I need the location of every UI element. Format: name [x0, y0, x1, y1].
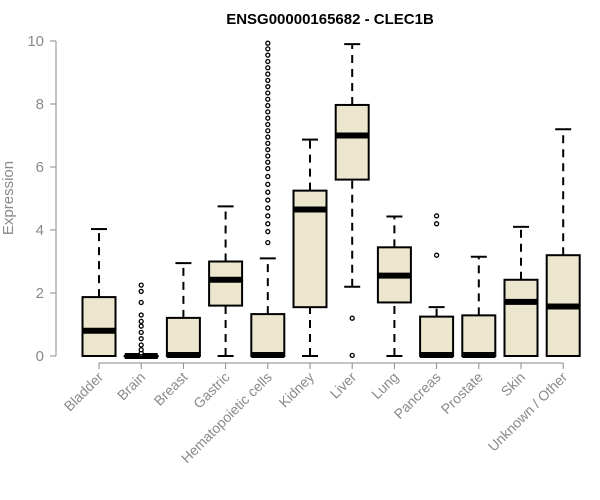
box-unknown-other: [545, 128, 581, 357]
outlier-point: [265, 221, 271, 227]
outlier-point: [265, 134, 271, 140]
outlier-point: [138, 347, 144, 353]
outlier-point: [433, 213, 440, 219]
outlier-point: [433, 221, 440, 227]
outlier-point: [265, 121, 271, 128]
x-tick-label: Pancreas: [391, 369, 444, 422]
outlier-point: [265, 213, 271, 219]
outlier-point: [138, 329, 144, 336]
box-gastric: [208, 205, 244, 357]
outlier-point: [265, 96, 271, 102]
box-iqr: [250, 313, 286, 358]
box-lung: [376, 215, 412, 357]
x-tick-label: Breast: [151, 369, 191, 409]
outlier-point: [265, 52, 271, 58]
outlier-point: [265, 140, 271, 147]
outlier-point: [265, 40, 271, 46]
outlier-point: [265, 228, 271, 235]
box-iqr: [165, 316, 201, 358]
y-axis: 0 2 4 6 8 10: [27, 33, 57, 365]
outlier-point: [265, 109, 271, 115]
outlier-point: [265, 197, 271, 203]
box-iqr: [208, 260, 244, 307]
y-tick-label: 4: [36, 222, 44, 239]
box-kidney: [292, 138, 328, 357]
outlier-point: [138, 336, 144, 342]
y-axis-label: Expression: [0, 161, 17, 235]
box-hematopoietic-cells: [250, 40, 286, 359]
outlier-point: [265, 77, 271, 84]
box-skin: [503, 225, 539, 357]
outlier-point: [265, 90, 271, 96]
box-iqr: [503, 278, 539, 357]
outlier-point: [265, 153, 271, 159]
outlier-point: [349, 352, 355, 359]
outlier-point: [265, 46, 271, 52]
outlier-point: [265, 173, 271, 180]
x-tick-label: Kidney: [276, 369, 318, 411]
outlier-point: [265, 165, 271, 172]
box-bladder: [81, 228, 117, 357]
y-tick-label: 2: [36, 285, 44, 302]
x-tick-label: Prostate: [438, 369, 486, 417]
box-liver: [334, 43, 370, 359]
y-tick-label: 0: [36, 348, 44, 365]
x-tick-label: Liver: [327, 369, 360, 402]
outlier-point: [138, 342, 144, 348]
outlier-point: [138, 312, 144, 318]
y-tick-label: 10: [27, 33, 44, 50]
outlier-point: [265, 58, 271, 65]
outlier-point: [138, 323, 144, 329]
outlier-point: [265, 159, 271, 165]
y-tick-label: 6: [36, 159, 44, 176]
outlier-point: [265, 102, 271, 109]
box-brain: [123, 282, 159, 359]
outlier-point: [265, 115, 271, 121]
box-iqr: [461, 314, 497, 357]
outlier-point: [138, 282, 144, 288]
outlier-point: [265, 128, 271, 134]
box-iqr: [334, 103, 370, 181]
chart-title: ENSG00000165682 - CLEC1B: [226, 11, 434, 28]
y-tick-label: 8: [36, 96, 44, 113]
outlier-point: [265, 84, 271, 90]
outlier-point: [265, 71, 271, 77]
x-tick-label: Lung: [368, 369, 401, 402]
box-iqr: [419, 315, 455, 357]
x-tick-label: Bladder: [61, 369, 107, 415]
outlier-point: [349, 315, 355, 321]
box-series: [81, 40, 581, 359]
box-iqr: [81, 296, 117, 357]
outlier-point: [265, 147, 271, 153]
x-tick-label: Unknown / Other: [485, 369, 571, 455]
box-pancreas: [419, 213, 455, 359]
outlier-point: [138, 318, 144, 325]
outlier-point: [265, 239, 271, 246]
outlier-point: [265, 205, 271, 211]
outlier-point: [265, 189, 271, 195]
x-tick-label: Skin: [498, 369, 529, 400]
outlier-point: [433, 252, 440, 258]
x-tick-label: Brain: [114, 369, 148, 403]
box-breast: [165, 262, 201, 359]
outlier-point: [138, 288, 144, 295]
outlier-point: [265, 65, 271, 71]
box-prostate: [461, 255, 497, 359]
outlier-point: [265, 181, 271, 187]
outlier-point: [138, 299, 144, 306]
